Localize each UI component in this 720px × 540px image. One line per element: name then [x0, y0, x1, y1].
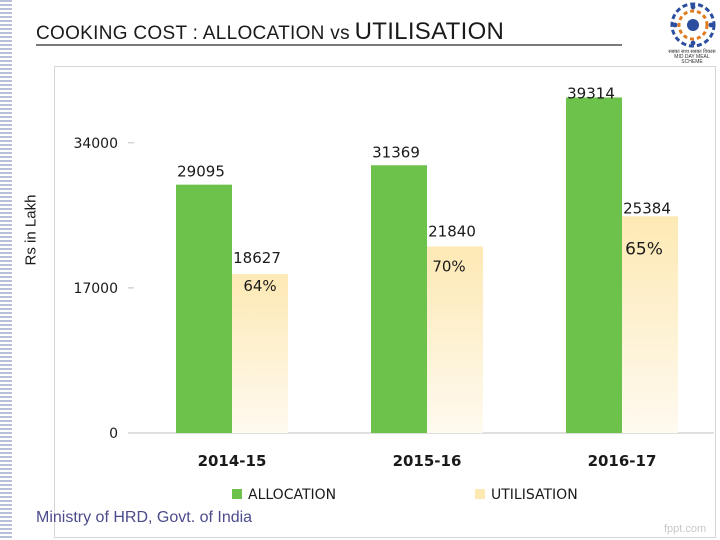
x-tick-label: 2015-16	[393, 452, 462, 470]
allocation-value-label: 29095	[177, 163, 225, 181]
utilisation-value-label: 18627	[233, 249, 281, 267]
legend-label: UTILISATION	[491, 487, 578, 503]
title-emphasis: UTILISATION	[354, 18, 505, 45]
percentage-label: 70%	[432, 258, 465, 276]
legend-swatch	[232, 489, 242, 499]
allocation-value-label: 31369	[372, 143, 420, 161]
percentage-label: 64%	[243, 277, 276, 295]
decorative-left-stripe	[0, 0, 12, 540]
legend-swatch	[475, 489, 485, 499]
footer-source: Ministry of HRD, Govt. of India	[36, 509, 253, 526]
y-tick-label: 34000	[73, 136, 118, 152]
y-tick-label: 17000	[73, 281, 118, 297]
title-underline	[36, 44, 622, 46]
percentage-label: 65%	[625, 239, 663, 259]
utilisation-bar	[427, 246, 483, 433]
allocation-bar	[566, 97, 622, 433]
x-tick-label: 2014-15	[198, 452, 267, 470]
x-tick-label: 2016-17	[588, 452, 657, 470]
utilisation-value-label: 21840	[428, 223, 476, 241]
legend-label: ALLOCATION	[248, 487, 336, 503]
slide-title: COOKING COST : ALLOCATION vs UTILISATION	[36, 18, 504, 46]
y-tick-label: 0	[109, 426, 118, 442]
allocation-bar	[371, 165, 427, 433]
mid-day-meal-logo-icon	[670, 2, 716, 48]
utilisation-bar	[622, 216, 678, 433]
allocation-bar	[176, 184, 232, 433]
watermark: fppt.com	[664, 523, 707, 535]
logo-caption: सबका साथ सबका विकास MID DAY MEAL SCHEME	[668, 49, 716, 65]
allocation-value-label: 39314	[567, 84, 615, 102]
title-main: COOKING COST : ALLOCATION vs	[36, 23, 350, 44]
utilisation-bar	[232, 274, 288, 433]
utilisation-value-label: 25384	[623, 199, 671, 217]
